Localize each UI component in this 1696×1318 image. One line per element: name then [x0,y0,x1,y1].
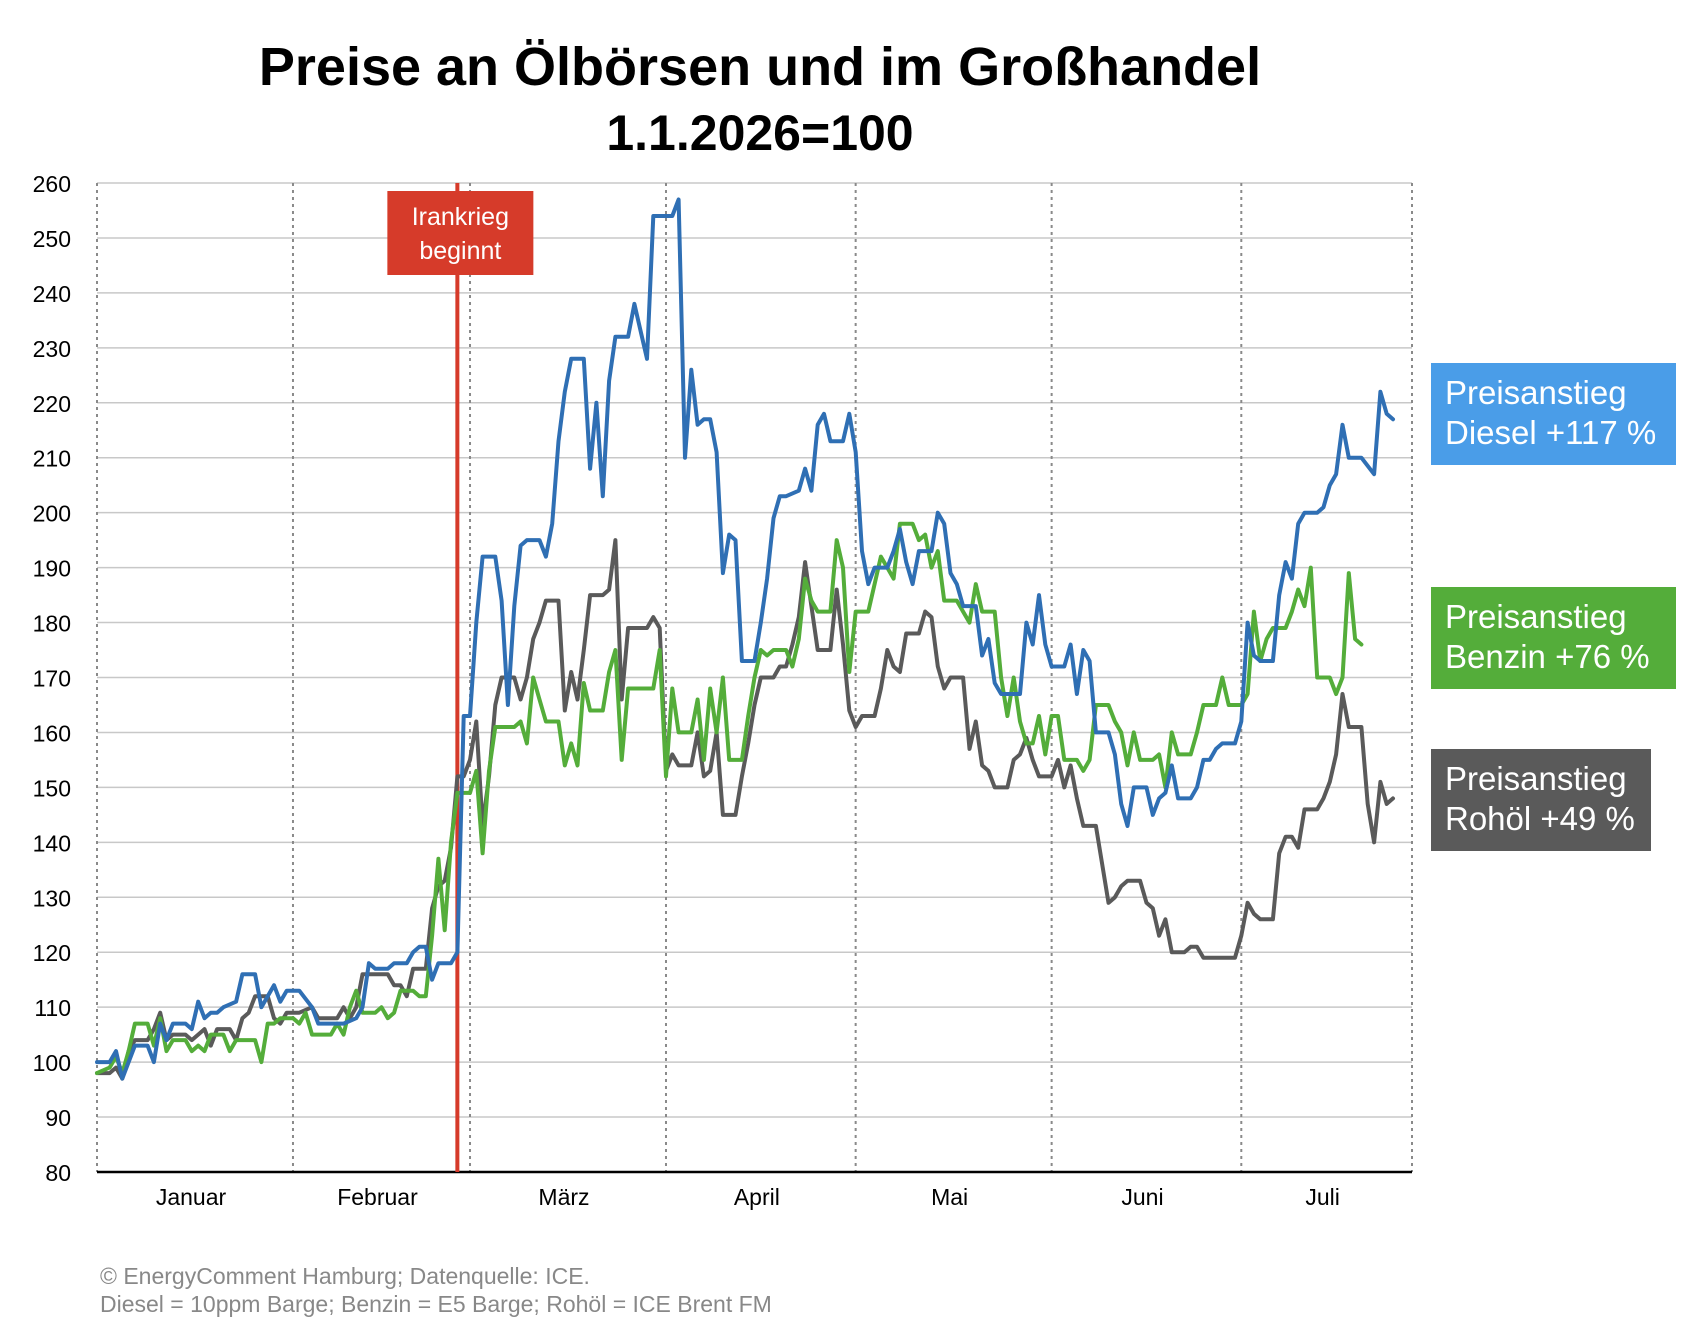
x-tick-label: Juni [1121,1184,1163,1210]
y-tick-label: 120 [33,940,71,966]
callout-diesel: Preisanstieg Diesel +117 % [1431,363,1676,465]
callout-benzin-line1: Preisanstieg [1445,598,1627,635]
x-tick-label: Februar [337,1184,418,1210]
y-tick-label: 110 [34,995,71,1021]
series-line-0 [95,197,1395,1081]
callout-diesel-line2: Diesel +117 % [1445,414,1657,451]
event-label-line1: Irankrieg [412,203,509,231]
footer-line1: © EnergyComment Hamburg; Datenquelle: IC… [100,1263,590,1289]
series-line-2 [95,538,1395,1081]
event-label-line2: beginnt [419,237,501,265]
y-tick-label: 200 [33,501,71,527]
callout-benzin: Preisanstieg Benzin +76 % [1431,587,1676,689]
y-tick-label: 240 [33,281,71,307]
event-label-box [387,191,534,275]
x-tick-label: Juli [1305,1184,1340,1210]
y-tick-label: 210 [33,446,71,472]
event-marker: Irankrieg beginnt [387,183,534,1172]
y-tick-label: 230 [33,336,71,362]
footer-line2: Diesel = 10ppm Barge; Benzin = E5 Barge;… [100,1291,772,1317]
x-tick-label: März [538,1184,589,1210]
footer-source: © EnergyComment Hamburg; Datenquelle: IC… [100,1262,772,1318]
grid [96,182,1413,1172]
series-line-1 [95,521,1364,1076]
x-tick-label: April [734,1184,780,1210]
y-tick-label: 150 [33,775,71,801]
y-tick-label: 100 [33,1050,71,1076]
series-lines [95,197,1395,1081]
y-tick-label: 160 [33,720,71,746]
callout-benzin-line2: Benzin +76 % [1445,638,1650,675]
y-tick-label: 80 [45,1160,71,1186]
callout-diesel-line1: Preisanstieg [1445,374,1627,411]
y-tick-label: 140 [33,830,71,856]
y-tick-label: 90 [45,1105,71,1131]
y-tick-label: 130 [33,885,71,911]
callout-rohoel: Preisanstieg Rohöl +49 % [1431,749,1651,851]
y-tick-label: 260 [33,171,71,197]
chart-subtitle: 1.1.2026=100 [606,105,914,161]
axes: 80 90 100 110 120 130 140 150 160 170 180 190 200 210… [33,171,1412,1210]
chart-title: Preise an Ölbörsen und im Großhandel [258,37,1262,97]
y-tick-label: 170 [33,666,71,692]
y-tick-label: 250 [33,226,71,252]
x-tick-label: Mai [931,1184,968,1210]
callout-rohoel-line2: Rohöl +49 % [1445,800,1635,837]
y-tick-label: 190 [33,556,71,582]
x-tick-label: Januar [156,1184,227,1210]
y-tick-label: 220 [33,391,71,417]
callout-rohoel-line1: Preisanstieg [1445,760,1627,797]
y-tick-label: 180 [33,611,71,637]
